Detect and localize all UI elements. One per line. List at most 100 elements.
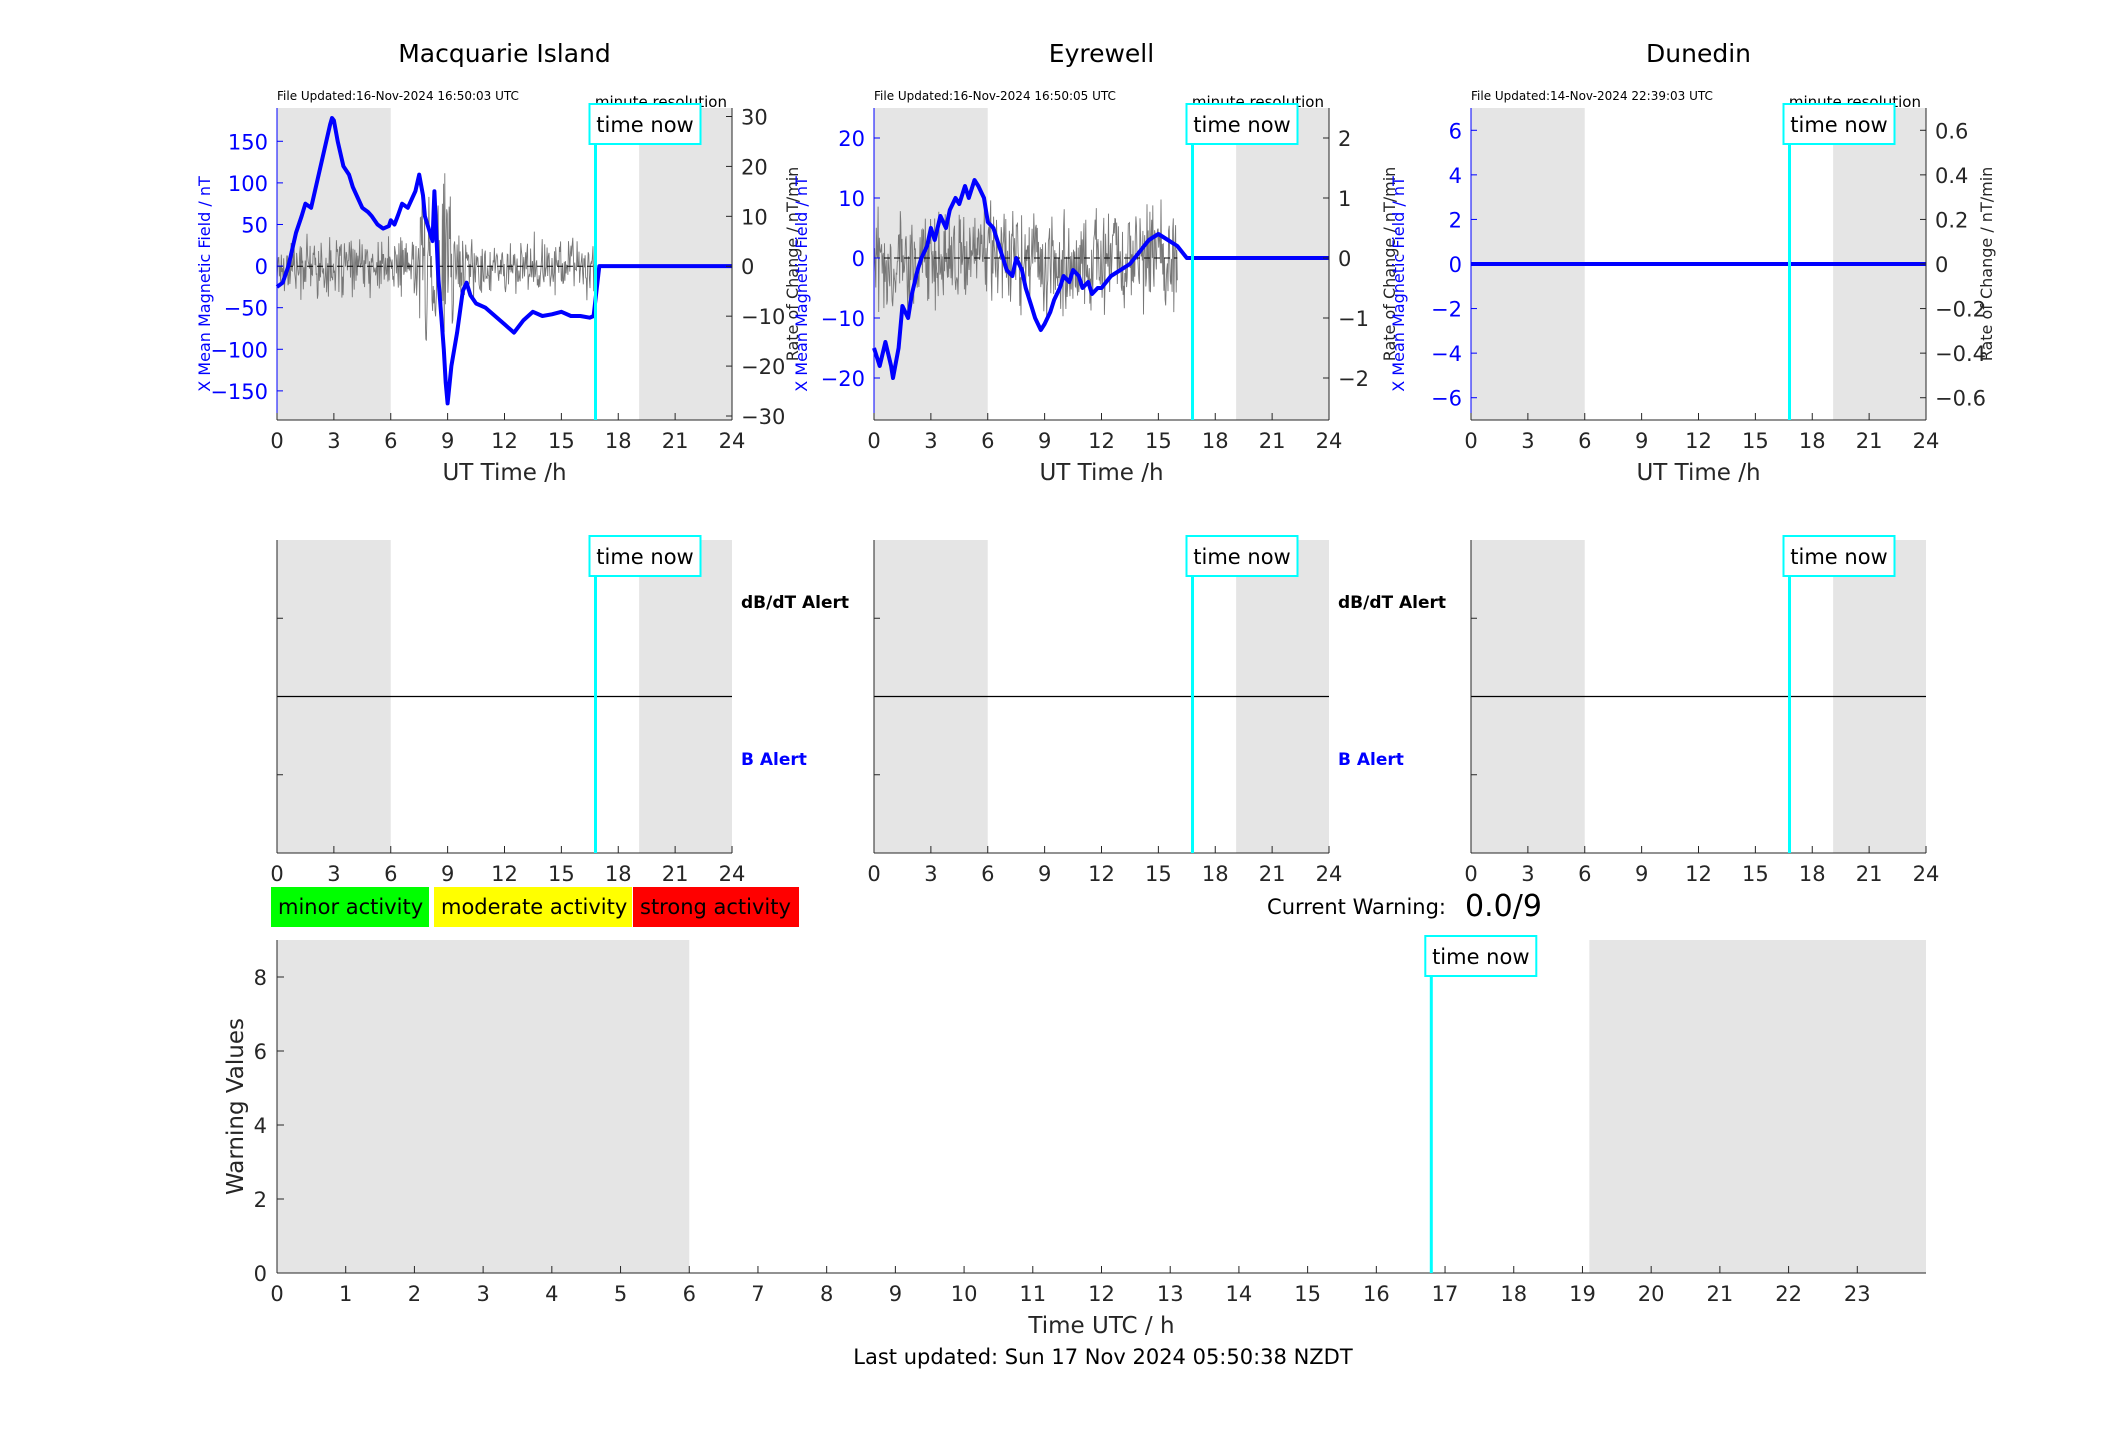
panel-3-y2tick-label: −0.6 [1935,387,1986,411]
panel-1-title: Macquarie Island [398,39,611,68]
alert-panel-3-xtick-label: 18 [1799,862,1826,886]
panel-1-night-shade-1 [639,108,732,420]
panel-2-ytick-label: 10 [838,187,865,211]
alert-panel-3-time-now-box [1782,535,1896,577]
panel-2-time-now-label: time now [1193,113,1290,137]
warning-panel-xtick-label: 3 [476,1282,489,1306]
warning-panel-xtick-label: 12 [1088,1282,1115,1306]
alert-panel-1-time-now-label: time now [596,545,693,569]
current-warning-value: 0.0/9 [1465,889,1542,924]
panel-1-xtick-label: 15 [548,429,575,453]
alert-panel-1-xtick-label: 12 [491,862,518,886]
warning-panel-night-shade-1 [1589,940,1926,1273]
legend-moderate-label: moderate activity [441,895,627,919]
alert-panel-2: 0 3 6 9 12 15 18 21 24 dB/dT Alert B Alert time now [867,535,1446,886]
panel-3-ytick-label: −2 [1431,298,1462,322]
alert-panel-1-b-alert-label: B Alert [741,750,807,770]
warning-panel-xtick-label: 22 [1775,1282,1802,1306]
warning-panel-xtick-label: 2 [408,1282,421,1306]
panel-1-y2tick-label: 20 [741,155,768,179]
panel-3-xlabel: UT Time /h [1636,460,1760,486]
panel-2-xtick-label: 18 [1202,429,1229,453]
panel-3-ytick-label: 0 [1449,253,1462,277]
panel-1-ytick-label: −50 [224,297,268,321]
panel-1-xtick-label: 12 [491,429,518,453]
warning-panel-xtick-label: 15 [1294,1282,1321,1306]
warning-panel-xtick-label: 6 [683,1282,696,1306]
panel-3-xtick-label: 15 [1742,429,1769,453]
panel-2-ytick-label: 20 [838,127,865,151]
alert-panel-1: 0 3 6 9 12 15 18 21 24 dB/dT Alert B Alert time now [270,535,849,886]
panel-3-ylabel: X Mean Magnetic Field / nT [1389,176,1408,392]
panel-1-xtick-label: 21 [662,429,689,453]
panel-3-xtick-label: 9 [1635,429,1648,453]
warning-panel-xtick-label: 0 [270,1282,283,1306]
panel-1-ytick-label: −150 [210,380,268,404]
panel-3-y2tick-label: −0.4 [1935,342,1986,366]
warning-panel-xtick-label: 10 [951,1282,978,1306]
warning-panel-xtick-label: 13 [1157,1282,1184,1306]
panel-1-xlabel: UT Time /h [442,460,566,486]
panel-1-y2label: Rate of Change / nT/min [783,167,802,362]
panel-3-y2tick-label: −0.2 [1935,298,1986,322]
alert-panel-3-xtick-label: 0 [1464,862,1477,886]
panel-3-ytick-label: 6 [1449,119,1462,143]
alert-panel-1-dbdt-alert-label: dB/dT Alert [741,593,849,613]
panel-2-ytick-label: −20 [821,367,865,391]
panel-1-y2tick-label: −20 [741,355,785,379]
warning-panel-xtick-label: 19 [1569,1282,1596,1306]
panel-3-xtick-label: 21 [1856,429,1883,453]
panel-2-xtick-label: 12 [1088,429,1115,453]
warning-panel-night-shade-0 [277,940,690,1273]
panel-2-xtick-label: 9 [1038,429,1051,453]
panel-2-b-field-series [872,178,1329,380]
panel-1-ylabel: X Mean Magnetic Field / nT [195,176,214,392]
panel-2-xtick-label: 6 [981,429,994,453]
panel-3-y2tick-label: 0 [1935,253,1948,277]
panel-3-y2tick-label: 0.6 [1935,119,1968,143]
warning-panel-xtick-label: 9 [889,1282,902,1306]
current-warning-label: Current Warning: [1267,895,1446,919]
alert-panel-3-xtick-label: 24 [1913,862,1940,886]
panel-2-time-now-box [1185,103,1299,145]
panel-3-y2label: Rate of Change / nT/min [1977,167,1996,362]
warning-panel-xlabel: Time UTC / h [1027,1313,1174,1339]
alert-panel-1-xtick-label: 21 [662,862,689,886]
panel-2-xlabel: UT Time /h [1039,460,1163,486]
alert-panel-2-b-alert-label: B Alert [1338,750,1404,770]
panel-1-xtick-label: 6 [384,429,397,453]
panel-3-y2tick-label: 0.2 [1935,208,1968,232]
alert-panel-3-time-now-label: time now [1790,545,1887,569]
alert-panel-1-xtick-label: 3 [327,862,340,886]
panel-3-ytick-label: 2 [1449,208,1462,232]
panel-2-ytick-label: 0 [852,247,865,271]
panel-3-ytick-label: −4 [1431,342,1462,366]
alert-panel-2-xtick-label: 21 [1259,862,1286,886]
panel-1-xtick-label: 18 [605,429,632,453]
panel-2-y2tick-label: −2 [1338,367,1369,391]
panel-2-magnetometer: Eyrewell File Updated:16-Nov-2024 16:50:0… [792,39,1399,486]
panel-1-magnetometer: Macquarie Island File Updated:16-Nov-2024… [195,39,802,486]
panel-1-ytick-label: 50 [241,213,268,237]
warning-panel-ytick-label: 2 [254,1188,267,1212]
warning-panel-xtick-label: 7 [751,1282,764,1306]
warning-panel-ytick-label: 4 [254,1114,267,1138]
warning-panel-xtick-label: 14 [1226,1282,1253,1306]
alert-panel-2-xtick-label: 6 [981,862,994,886]
alert-panel-1-xtick-label: 18 [605,862,632,886]
panels-layer: Macquarie Island File Updated:16-Nov-2024… [195,39,1996,1339]
panel-1-y2tick-label: −10 [741,305,785,329]
activity-legend: minor activity moderate activity strong … [271,887,799,927]
alert-panel-2-xtick-label: 12 [1088,862,1115,886]
panel-1-xtick-label: 3 [327,429,340,453]
panel-3-time-now-box [1782,103,1896,145]
alert-panel-3-xtick-label: 21 [1856,862,1883,886]
alert-panel-3-xtick-label: 6 [1578,862,1591,886]
panel-2-file-updated: File Updated:16-Nov-2024 16:50:05 UTC [874,89,1116,103]
warning-panel-xtick-label: 16 [1363,1282,1390,1306]
panel-3-magnetometer: Dunedin File Updated:14-Nov-2024 22:39:03… [1389,39,1996,486]
alert-panel-1-xtick-label: 9 [441,862,454,886]
panel-2-xtick-label: 24 [1316,429,1343,453]
alert-panel-1-xtick-label: 0 [270,862,283,886]
panel-2-y2tick-label: −1 [1338,307,1369,331]
